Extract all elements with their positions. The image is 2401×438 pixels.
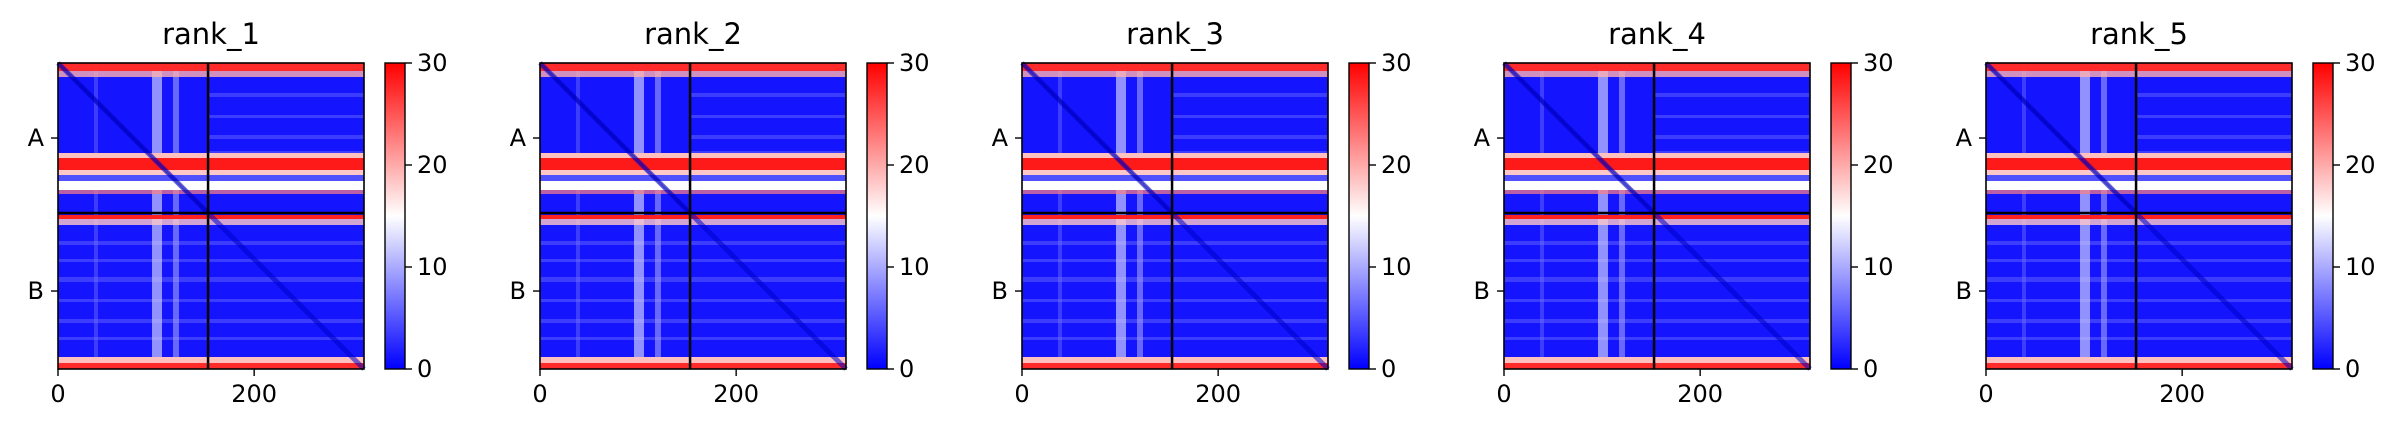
y-tick-label-b: B <box>510 277 526 305</box>
x-tick-label: 200 <box>1195 380 1241 408</box>
axes-frame <box>57 62 365 370</box>
colorbar <box>866 62 888 370</box>
heatmap-image <box>1504 63 1810 369</box>
colorbar-tick-label: 0 <box>899 355 914 383</box>
colorbar-tick-label: 10 <box>1381 253 1412 281</box>
panel-4: rank_4 0 200 A B 0 10 20 30 <box>1474 17 1894 408</box>
colorbar-tick-label: 10 <box>899 253 930 281</box>
colorbar <box>1348 62 1370 370</box>
x-tick-label: 200 <box>231 380 277 408</box>
colorbar <box>384 62 406 370</box>
axes-frame <box>1021 62 1329 370</box>
y-tick-label-b: B <box>992 277 1008 305</box>
panel-title: rank_1 <box>162 17 260 51</box>
colorbar-tick-label: 30 <box>1381 49 1412 77</box>
colorbar <box>1830 62 1852 370</box>
colorbar <box>2312 62 2334 370</box>
panel-title: rank_2 <box>644 17 742 51</box>
heatmap-image <box>540 63 846 369</box>
x-tick-label: 0 <box>532 380 547 408</box>
colorbar-tick-label: 0 <box>1381 355 1396 383</box>
colorbar-tick-label: 20 <box>1863 151 1894 179</box>
heatmap-image <box>1986 63 2292 369</box>
axes-frame <box>1985 62 2293 370</box>
colorbar-tick-label: 20 <box>899 151 930 179</box>
colorbar-tick-label: 30 <box>899 49 930 77</box>
axes-frame <box>539 62 847 370</box>
x-tick-label: 200 <box>2159 380 2205 408</box>
axes-frame <box>1503 62 1811 370</box>
y-tick-label-a: A <box>28 124 45 152</box>
colorbar-tick-label: 30 <box>2345 49 2376 77</box>
panel-title: rank_4 <box>1608 17 1706 51</box>
y-tick-label-a: A <box>1956 124 1973 152</box>
y-tick-label-b: B <box>1474 277 1490 305</box>
colorbar-tick-label: 20 <box>2345 151 2376 179</box>
colorbar-tick-label: 0 <box>1863 355 1878 383</box>
colorbar-tick-label: 10 <box>2345 253 2376 281</box>
x-tick-label: 0 <box>50 380 65 408</box>
panel-5: rank_5 0 200 A B 0 10 20 30 <box>1956 17 2376 408</box>
y-tick-label-a: A <box>992 124 1009 152</box>
y-tick-label-a: A <box>1474 124 1491 152</box>
colorbar-tick-label: 10 <box>417 253 448 281</box>
y-tick-label-b: B <box>1956 277 1972 305</box>
panel-title: rank_5 <box>2090 17 2188 51</box>
y-tick-label-b: B <box>28 277 44 305</box>
colorbar-tick-label: 0 <box>417 355 432 383</box>
heatmap-image <box>58 63 364 369</box>
x-tick-label: 200 <box>1677 380 1723 408</box>
colorbar-tick-label: 20 <box>417 151 448 179</box>
x-tick-label: 0 <box>1978 380 1993 408</box>
x-tick-label: 0 <box>1014 380 1029 408</box>
panel-1: rank_1 0 200 A B 0 10 20 30 <box>28 17 448 408</box>
colorbar-tick-label: 30 <box>417 49 448 77</box>
colorbar-tick-label: 0 <box>2345 355 2360 383</box>
panel-2: rank_2 0 200 A B 0 10 20 30 <box>510 17 930 408</box>
colorbar-tick-label: 10 <box>1863 253 1894 281</box>
panel-title: rank_3 <box>1126 17 1224 51</box>
x-tick-label: 200 <box>713 380 759 408</box>
colorbar-tick-label: 30 <box>1863 49 1894 77</box>
colorbar-tick-label: 20 <box>1381 151 1412 179</box>
heatmap-image <box>1022 63 1328 369</box>
panel-3: rank_3 0 200 A B 0 10 20 30 <box>992 17 1412 408</box>
x-tick-label: 0 <box>1496 380 1511 408</box>
y-tick-label-a: A <box>510 124 527 152</box>
